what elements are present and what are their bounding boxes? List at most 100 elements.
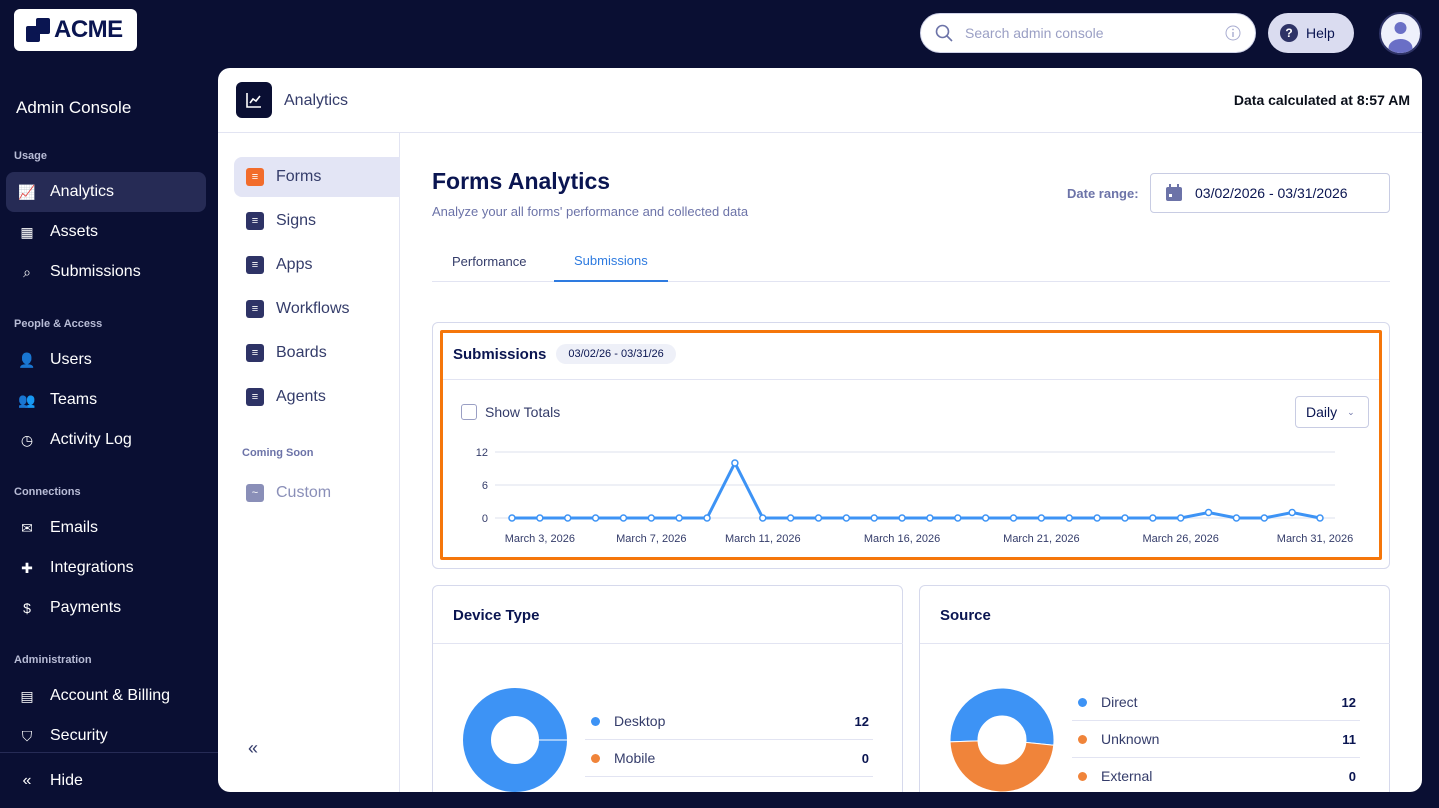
data-point[interactable] bbox=[981, 514, 990, 522]
data-point[interactable] bbox=[1037, 514, 1046, 522]
data-point[interactable] bbox=[1121, 514, 1129, 522]
sidebar-item-account-billing[interactable]: ▤ Account & Billing bbox=[6, 676, 206, 716]
sidebar-section-label: People & Access bbox=[14, 318, 103, 330]
tab-performance[interactable]: Performance bbox=[452, 253, 527, 269]
subnav-item-agents[interactable]: ≡ Agents bbox=[234, 377, 400, 417]
date-range-picker[interactable]: 03/02/2026 - 03/31/2026 bbox=[1150, 173, 1390, 213]
interval-value: Daily bbox=[1306, 404, 1338, 420]
legend-item-direct: Direct 12 bbox=[1072, 684, 1360, 721]
highlight-frame bbox=[440, 330, 1382, 560]
data-point[interactable] bbox=[1065, 514, 1073, 522]
x-tick-label: March 16, 2026 bbox=[864, 533, 940, 545]
show-totals[interactable]: Show Totals bbox=[461, 404, 560, 420]
data-point[interactable] bbox=[1009, 514, 1018, 522]
divider bbox=[433, 643, 903, 644]
subnav-item-label: Apps bbox=[276, 256, 313, 273]
calendar-icon bbox=[1166, 184, 1182, 201]
legend-dot-icon bbox=[591, 716, 600, 726]
hide-sidebar-button[interactable]: « Hide bbox=[0, 752, 218, 808]
search-input[interactable] bbox=[965, 25, 1213, 41]
donut-slice[interactable] bbox=[949, 740, 1055, 792]
subnav-item-signs[interactable]: ≡ Signs bbox=[234, 201, 400, 241]
show-totals-checkbox[interactable] bbox=[461, 404, 477, 420]
data-point[interactable] bbox=[508, 514, 516, 522]
data-point[interactable] bbox=[842, 514, 851, 522]
data-point[interactable] bbox=[1260, 514, 1269, 522]
acme-logo[interactable]: ACME bbox=[14, 9, 137, 51]
date-range-label: Date range: bbox=[1067, 186, 1139, 201]
submissions-series-line bbox=[512, 459, 1321, 520]
date-range-value: 03/02/2026 - 03/31/2026 bbox=[1195, 185, 1348, 201]
data-point[interactable] bbox=[1176, 514, 1185, 522]
shield-icon: ⛉ bbox=[21, 727, 33, 744]
chevron-down-icon: ⌄ bbox=[1347, 406, 1355, 417]
sidebar-item-teams[interactable]: 👥 Teams bbox=[6, 380, 206, 420]
sidebar-item-payments[interactable]: $ Payments bbox=[6, 588, 206, 628]
chevrons-left-icon[interactable]: « bbox=[248, 738, 259, 758]
subnav-item-boards[interactable]: ≡ Boards bbox=[234, 333, 400, 373]
data-point[interactable] bbox=[814, 514, 823, 522]
sidebar-item-submissions[interactable]: ⌕ Submissions bbox=[6, 252, 206, 292]
team-icon: 👥 bbox=[18, 391, 36, 408]
help-button[interactable]: ? Help bbox=[1268, 13, 1354, 53]
legend-value: 11 bbox=[1342, 731, 1356, 747]
data-point[interactable] bbox=[954, 514, 962, 522]
data-point[interactable] bbox=[1316, 514, 1324, 522]
sidebar-item-users[interactable]: 👤 Users bbox=[6, 340, 206, 380]
interval-select[interactable]: Daily ⌄ bbox=[1295, 396, 1369, 428]
donut-slice[interactable] bbox=[949, 687, 1055, 746]
data-point[interactable] bbox=[898, 514, 906, 522]
data-point[interactable] bbox=[1232, 514, 1241, 522]
sidebar-item-label: Security bbox=[50, 727, 108, 744]
subnav-item-workflows[interactable]: ≡ Workflows bbox=[234, 289, 400, 329]
data-point[interactable] bbox=[759, 514, 767, 522]
data-point[interactable] bbox=[786, 514, 795, 522]
boards-icon: ≡ bbox=[246, 344, 264, 362]
data-point[interactable] bbox=[731, 459, 739, 467]
data-point[interactable] bbox=[619, 514, 628, 522]
sidebar-item-assets[interactable]: ▦ Assets bbox=[6, 212, 206, 252]
info-icon[interactable] bbox=[1225, 25, 1241, 41]
sidebar-item-emails[interactable]: ✉ Emails bbox=[6, 508, 206, 548]
data-point[interactable] bbox=[703, 514, 711, 522]
data-point[interactable] bbox=[675, 514, 683, 522]
sidebar-section-label: Connections bbox=[14, 486, 81, 498]
subnav-item-forms[interactable]: ≡ Forms bbox=[234, 157, 400, 197]
sidebar-item-activity-log[interactable]: ◷ Activity Log bbox=[6, 420, 206, 460]
data-point[interactable] bbox=[1093, 514, 1101, 522]
range-badge: 03/02/26 - 03/31/26 bbox=[556, 344, 676, 364]
data-point[interactable] bbox=[1288, 508, 1296, 517]
sidebar-item-integrations[interactable]: ✚ Integrations bbox=[6, 548, 206, 588]
dollar-icon: $ bbox=[23, 600, 31, 616]
legend-dot-icon bbox=[1078, 734, 1087, 744]
data-point[interactable] bbox=[647, 514, 656, 522]
id-card-icon: ▤ bbox=[20, 687, 34, 704]
sidebar-item-analytics[interactable]: 📈 Analytics bbox=[6, 172, 206, 212]
submissions-title: Submissions bbox=[453, 345, 547, 363]
legend-value: 0 bbox=[861, 750, 869, 766]
data-point[interactable] bbox=[1149, 514, 1157, 522]
data-point[interactable] bbox=[926, 514, 934, 522]
coming-soon-label: Coming Soon bbox=[242, 447, 314, 459]
panel-title: Analytics bbox=[284, 92, 349, 109]
data-point[interactable] bbox=[591, 514, 600, 522]
x-tick-label: March 7, 2026 bbox=[616, 533, 686, 545]
divider bbox=[443, 379, 1379, 380]
subnav-item-apps[interactable]: ≡ Apps bbox=[234, 245, 400, 285]
avatar[interactable] bbox=[1379, 12, 1422, 55]
subnav-item-label: Agents bbox=[276, 388, 326, 405]
data-point[interactable] bbox=[563, 514, 572, 522]
sidebar-item-security[interactable]: ⛉ Security bbox=[6, 716, 206, 756]
data-point[interactable] bbox=[1204, 508, 1213, 517]
tab-submissions[interactable]: Submissions bbox=[554, 240, 668, 282]
sidebar-item-label: Assets bbox=[50, 223, 99, 240]
data-point[interactable] bbox=[870, 514, 878, 522]
custom-icon: ~ bbox=[246, 484, 264, 502]
search-box[interactable] bbox=[920, 13, 1256, 53]
subnav-item-label: Boards bbox=[276, 344, 327, 361]
sidebar-item-label: Submissions bbox=[50, 263, 141, 280]
mail-icon: ✉ bbox=[21, 519, 33, 536]
subnav-item-custom: ~ Custom bbox=[234, 473, 400, 513]
data-point[interactable] bbox=[536, 514, 544, 522]
sidebar-item-label: Emails bbox=[50, 519, 99, 536]
